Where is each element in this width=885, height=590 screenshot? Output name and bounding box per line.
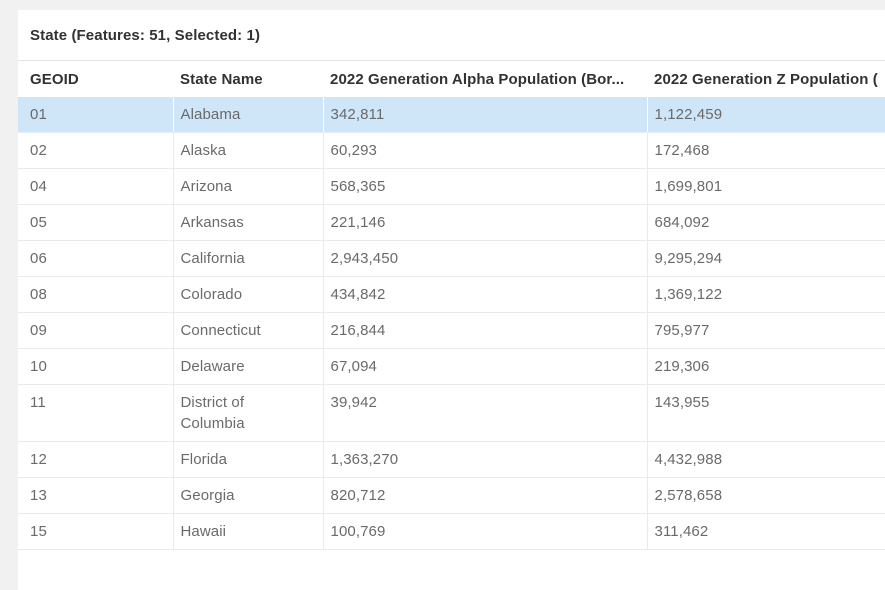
cell-gen_alpha: 216,844 (322, 312, 647, 349)
cell-state_name: Colorado (172, 276, 323, 313)
cell-gen_alpha: 342,811 (322, 97, 647, 133)
table-row[interactable]: 01 Alabama 342,811 1,122,459 (18, 97, 885, 133)
cell-gen_z: 2,578,658 (646, 477, 885, 514)
cell-geoid: 15 (18, 513, 173, 550)
cell-gen_z: 219,306 (646, 348, 885, 385)
table-row[interactable]: 12 Florida 1,363,270 4,432,988 (18, 441, 885, 478)
table-row[interactable]: 04 Arizona 568,365 1,699,801 (18, 168, 885, 205)
cell-geoid: 11 (18, 384, 173, 442)
cell-state_name: Hawaii (172, 513, 323, 550)
cell-gen_alpha: 221,146 (322, 204, 647, 241)
table-row[interactable]: 05 Arkansas 221,146 684,092 (18, 204, 885, 241)
cell-state_name: Alabama (172, 97, 323, 133)
cell-gen_alpha: 67,094 (322, 348, 647, 385)
cell-state_name: District of Columbia (172, 384, 323, 442)
cell-state_name: Arizona (172, 168, 323, 205)
cell-geoid: 04 (18, 168, 173, 205)
page-background: { "header": { "title": "State (Features:… (18, 10, 885, 590)
cell-state_name: Alaska (172, 132, 323, 169)
cell-state_name: California (172, 240, 323, 277)
cell-gen_z: 311,462 (646, 513, 885, 550)
table-row[interactable]: 08 Colorado 434,842 1,369,122 (18, 276, 885, 313)
table-row[interactable]: 06 California 2,943,450 9,295,294 (18, 240, 885, 277)
attribute-table: GEOID State Name 2022 Generation Alpha Pop… (18, 61, 885, 550)
column-header-state_name[interactable]: State Name (180, 70, 263, 88)
cell-gen_alpha: 1,363,270 (322, 441, 647, 478)
cell-geoid: 05 (18, 204, 173, 241)
cell-gen_alpha: 100,769 (322, 513, 647, 550)
cell-gen_z: 1,369,122 (646, 276, 885, 313)
cell-gen_alpha: 60,293 (322, 132, 647, 169)
table-row[interactable]: 02 Alaska 60,293 172,468 (18, 132, 885, 169)
table-body: 01 Alabama 342,811 1,122,459 02 Alaska 60,293 1… (18, 97, 885, 550)
table-row[interactable]: 15 Hawaii 100,769 311,462 (18, 513, 885, 550)
cell-state_name: Arkansas (172, 204, 323, 241)
cell-state_name: Georgia (172, 477, 323, 514)
table-row[interactable]: 09 Connecticut 216,844 795,977 (18, 312, 885, 349)
table-row[interactable]: 10 Delaware 67,094 219,306 (18, 348, 885, 385)
cell-gen_z: 172,468 (646, 132, 885, 169)
cell-geoid: 06 (18, 240, 173, 277)
table-header: GEOID State Name 2022 Generation Alpha Pop… (18, 61, 885, 97)
table-title-bar: State (Features: 51, Selected: 1) (18, 10, 885, 61)
cell-geoid: 01 (18, 97, 173, 133)
cell-gen_alpha: 820,712 (322, 477, 647, 514)
cell-geoid: 08 (18, 276, 173, 313)
cell-geoid: 10 (18, 348, 173, 385)
cell-state_name: Florida (172, 441, 323, 478)
cell-gen_z: 9,295,294 (646, 240, 885, 277)
cell-gen_z: 4,432,988 (646, 441, 885, 478)
cell-geoid: 09 (18, 312, 173, 349)
cell-geoid: 02 (18, 132, 173, 169)
cell-gen_alpha: 434,842 (322, 276, 647, 313)
table-row[interactable]: 11 District of Columbia 39,942 143,955 (18, 384, 885, 442)
attribute-table-panel: State (Features: 51, Selected: 1) GEOID S… (18, 10, 885, 590)
cell-geoid: 12 (18, 441, 173, 478)
column-header-gen_alpha[interactable]: 2022 Generation Alpha Population (Bor... (330, 70, 625, 88)
cell-gen_alpha: 2,943,450 (322, 240, 647, 277)
cell-gen_z: 684,092 (646, 204, 885, 241)
cell-gen_alpha: 568,365 (322, 168, 647, 205)
cell-gen_z: 1,122,459 (646, 97, 885, 133)
cell-state_name: Delaware (172, 348, 323, 385)
cell-gen_alpha: 39,942 (322, 384, 647, 442)
cell-state_name: Connecticut (172, 312, 323, 349)
cell-gen_z: 795,977 (646, 312, 885, 349)
column-header-geoid[interactable]: GEOID (30, 70, 79, 88)
header-row: GEOID State Name 2022 Generation Alpha Pop… (18, 61, 885, 97)
cell-gen_z: 1,699,801 (646, 168, 885, 205)
table-row[interactable]: 13 Georgia 820,712 2,578,658 (18, 477, 885, 514)
cell-gen_z: 143,955 (646, 384, 885, 442)
table-title: State (Features: 51, Selected: 1) (30, 26, 261, 44)
cell-geoid: 13 (18, 477, 173, 514)
column-header-gen_z[interactable]: 2022 Generation Z Population ( (654, 70, 878, 88)
